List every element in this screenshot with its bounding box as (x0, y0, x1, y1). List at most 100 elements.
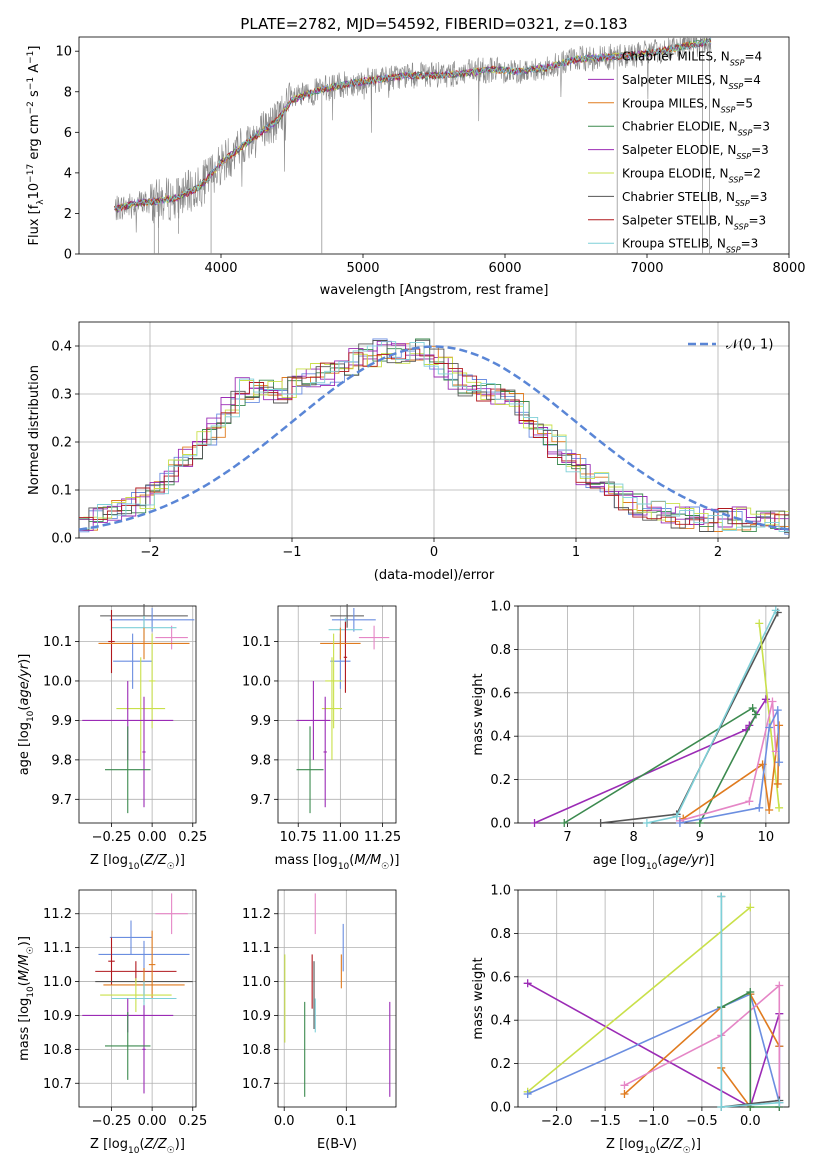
x-tick-label: 7000 (630, 261, 663, 276)
figure-title: PLATE=2782, MJD=54592, FIBERID=0321, z=0… (240, 15, 627, 33)
mass-vs-ebv-panel: 0.0 0.1 10.7 10.8 10.9 11.0 11.1 11.2 E(B-V) (242, 889, 397, 1152)
x-tick-label: −2 (140, 545, 159, 560)
y-tick-label: 8 (64, 85, 72, 100)
errorbar-point (98, 627, 190, 660)
histogram-step-line (79, 339, 789, 534)
mass-weight-marker (745, 797, 754, 806)
y-tick-label: 0.0 (490, 1101, 511, 1116)
errorbar-point (113, 633, 153, 689)
y-tick-label: 0.4 (51, 340, 72, 355)
legend-label: 𝒩(0, 1) (726, 338, 773, 353)
x-tick-label: −2.0 (541, 1114, 573, 1129)
y-tick-label: 9.8 (51, 753, 72, 768)
x-axis-label: Z [log10(Z/Z☉)] (606, 1137, 701, 1156)
errorbar-point (296, 680, 331, 760)
x-tick-label: 0 (430, 545, 438, 560)
normal-curve-line (78, 345, 790, 531)
x-tick-label: −1.5 (589, 1114, 621, 1129)
age-vs-mass-panel: 10.75 11.00 11.25 9.7 9.8 9.9 10.0 10.1 mass [lo… (242, 604, 401, 872)
x-tick-label: 0.25 (178, 1114, 207, 1129)
y-tick-label: 9.8 (250, 753, 271, 768)
y-tick-label: 0.4 (490, 730, 511, 745)
massweight-vs-metallicity-panel: −2.0 −1.5 −1.0 −0.5 0.0 0.0 0.2 0.4 0.6 0.8 1.0 Z [… (471, 884, 790, 1156)
y-tick-label: 0.1 (51, 484, 72, 499)
y-tick-label: 4 (64, 166, 72, 181)
y-tick-label: 0.6 (490, 970, 511, 985)
errorbar-point (148, 633, 156, 729)
y-tick-label: 9.9 (250, 714, 271, 729)
x-tick-label: 9 (696, 830, 704, 845)
y-axis-label: Normed distribution (27, 365, 42, 495)
x-tick-label: 0.00 (138, 1114, 167, 1129)
x-tick-label: 7 (563, 830, 571, 845)
y-tick-label: 10.1 (242, 635, 271, 650)
errorbar-point (98, 940, 190, 968)
mass-weight-series (675, 697, 780, 825)
mass-weight-line (527, 906, 751, 1093)
mass-weight-marker (773, 706, 782, 715)
mass-weight-series (560, 703, 760, 827)
mass-weight-marker (695, 819, 704, 827)
x-axis-label: (data-model)/error (374, 568, 495, 583)
mass-weight-marker (675, 819, 684, 827)
x-tick-label: 0.1 (336, 1114, 357, 1129)
x-axis-label: E(B-V) (317, 1137, 357, 1152)
mass-weight-marker (746, 903, 755, 912)
y-tick-label: 0 (64, 248, 72, 263)
mass-weight-marker (620, 1081, 629, 1090)
errorbar-point (343, 621, 348, 693)
y-tick-label: 10.9 (43, 1009, 72, 1024)
y-axis-label: age [log10(age/yr)] (17, 654, 36, 776)
mass-weight-marker (523, 979, 532, 988)
errorbar-point (155, 625, 188, 650)
errorbar-point (109, 920, 153, 955)
x-tick-label: −1.0 (638, 1114, 670, 1129)
x-tick-label: 6000 (488, 261, 521, 276)
axes-frame (277, 605, 397, 824)
massweight-vs-age-panel: 7 8 9 10 0.0 0.2 0.4 0.6 0.8 1.0 age [log10(age/yr… (471, 600, 790, 872)
y-tick-label: 10 (55, 45, 72, 60)
observed-spectrum-line (114, 37, 712, 233)
y-tick-label: 0.8 (490, 643, 511, 658)
mass-weight-series (717, 892, 784, 1111)
y-tick-label: 0.4 (490, 1014, 511, 1029)
y-axis-label: mass weight (471, 673, 486, 755)
y-tick-label: 0.2 (51, 436, 72, 451)
x-axis-label: mass [log10(M/M☉)] (275, 853, 400, 872)
y-tick-label: 2 (64, 207, 72, 222)
y-tick-label: 10.9 (242, 1009, 271, 1024)
residuals-panel: −2 −1 0 1 2 0.0 0.1 0.2 0.3 0.4 𝒩(0, 1) (data-model… (27, 321, 790, 583)
model-spectrum-line (114, 38, 712, 211)
errorbar-point (108, 609, 115, 674)
mass-weight-marker (746, 987, 755, 996)
age-vs-metallicity-panel: −0.25 0.00 0.25 9.7 9.8 9.9 10.0 10.1 Z [log10(Z… (17, 604, 207, 872)
x-tick-label: 10.75 (280, 830, 317, 845)
y-tick-label: 0.2 (490, 1057, 511, 1072)
y-axis-label: mass [log10(M/M☉)] (17, 936, 36, 1061)
y-tick-label: 1.0 (490, 600, 511, 615)
x-tick-label: −0.25 (92, 830, 132, 845)
mass-weight-marker (771, 606, 780, 615)
axes-frame (78, 36, 790, 255)
y-tick-label: 0.0 (490, 817, 511, 832)
x-tick-label: −0.5 (686, 1114, 718, 1129)
histogram-step-line (79, 348, 789, 527)
mass-weight-line (563, 706, 757, 824)
y-axis-label: Flux [fλ10−17 erg cm−2 s−1 A−1] (26, 46, 46, 246)
x-tick-label: 0.25 (178, 830, 207, 845)
errorbar-point (325, 633, 343, 729)
mass-weight-marker (775, 721, 784, 730)
axes-frame (78, 321, 790, 539)
mass-weight-marker (755, 803, 764, 812)
errorbar-point (100, 978, 172, 1013)
axes-frame (78, 605, 197, 824)
errorbar-point (331, 607, 376, 632)
mass-weight-marker (530, 819, 539, 827)
legend-label: Chabrier STELIB, NSSP=3 (622, 190, 767, 208)
errorbar-point (155, 893, 188, 935)
y-tick-label: 9.9 (51, 714, 72, 729)
errorbar-point (105, 1012, 151, 1080)
legend-label: Chabrier ELODIE, NSSP=3 (622, 120, 770, 138)
mass-weight-marker (717, 1103, 726, 1111)
